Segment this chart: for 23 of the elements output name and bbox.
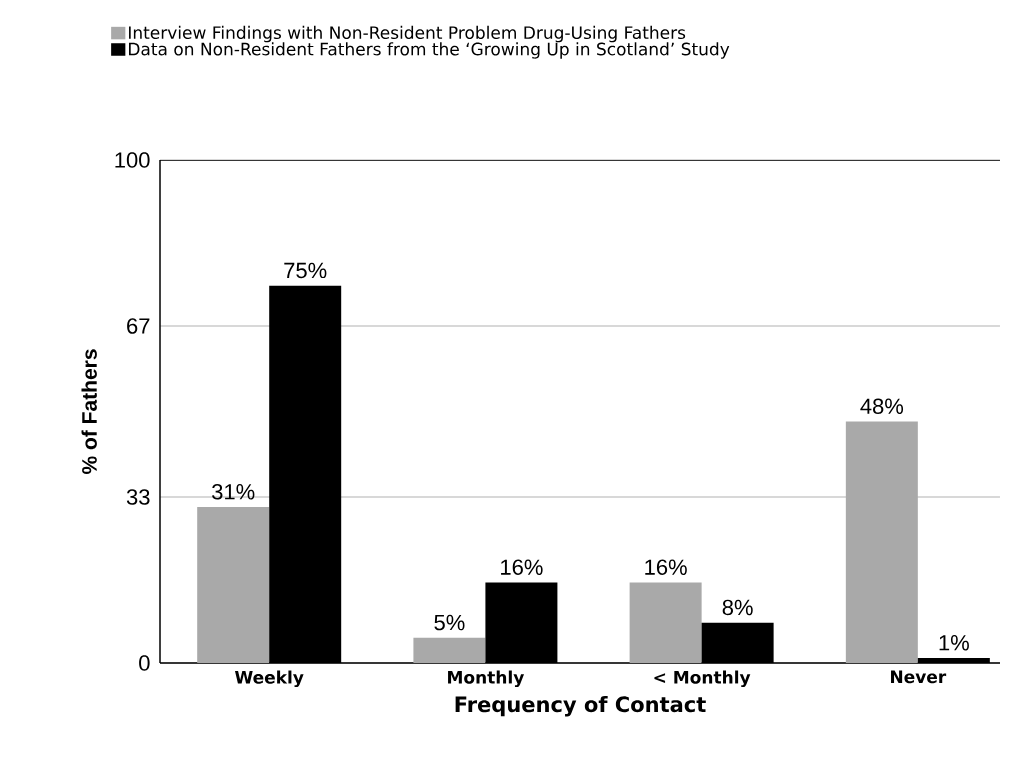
x-tick-label: < Monthly xyxy=(654,670,751,688)
data-label: 16% xyxy=(501,559,543,575)
legend-label: Interview Findings with Non-Resident Problem Drug-Using Fathers xyxy=(129,25,686,43)
y-tick-label: 0 xyxy=(139,655,150,671)
y-axis-title: % of Fathers xyxy=(81,349,97,474)
data-label: 75% xyxy=(284,262,327,279)
legend-label: Data on Non-Resident Fathers from the ‘Growing Up in Scotland’ Study xyxy=(129,42,730,59)
x-tick-label: Never xyxy=(891,670,947,684)
y-tick-label: 100 xyxy=(115,152,150,168)
data-label: 16% xyxy=(645,559,687,575)
bar xyxy=(629,582,702,663)
data-label: 1% xyxy=(939,635,969,651)
data-label: 5% xyxy=(434,614,465,631)
bar xyxy=(413,637,486,663)
data-label: 8% xyxy=(722,599,753,616)
x-axis-title: Frequency of Contact xyxy=(455,695,706,717)
data-label: 31% xyxy=(212,483,255,500)
y-tick-label: 33 xyxy=(126,489,150,505)
data-label: 48% xyxy=(860,398,904,415)
x-tick-label: Weekly xyxy=(234,670,304,688)
bar xyxy=(197,507,270,663)
y-tick-label: 67 xyxy=(127,318,150,334)
x-tick-label: Monthly xyxy=(448,670,525,688)
